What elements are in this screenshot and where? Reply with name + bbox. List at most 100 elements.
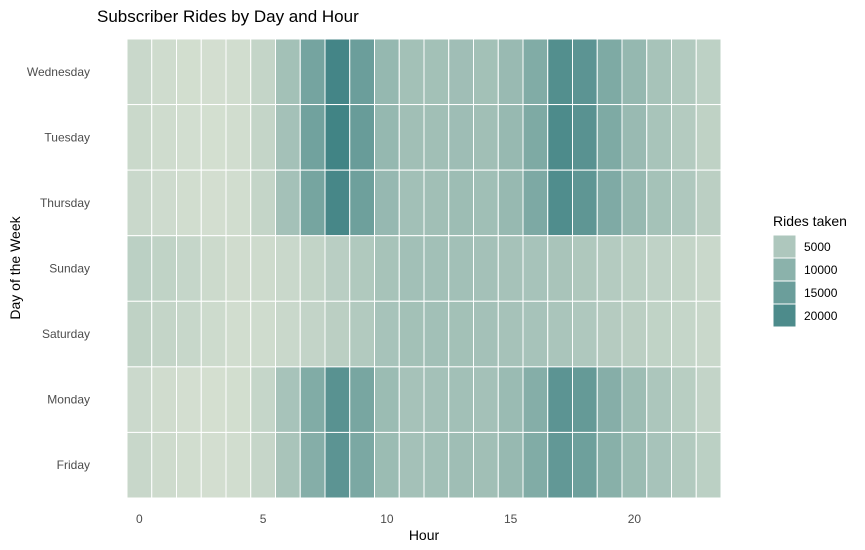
heatmap-cell	[398, 431, 425, 499]
heatmap-cell	[374, 235, 400, 302]
heatmap-cell	[299, 38, 326, 106]
x-tick-label: 0	[136, 512, 143, 526]
heatmap-cell	[497, 300, 524, 368]
y-tick-label: Saturday	[42, 327, 90, 341]
heatmap-cell	[225, 169, 252, 237]
y-axis-title: Day of the Week	[7, 215, 23, 319]
heatmap-cell	[200, 235, 227, 302]
heatmap-cell	[324, 235, 351, 302]
heatmap-cell	[225, 366, 252, 433]
heatmap-cell	[176, 366, 202, 433]
heatmap-cell	[522, 300, 549, 368]
legend-swatch	[772, 303, 797, 328]
heatmap-cell	[671, 38, 697, 106]
heatmap-cell	[646, 300, 672, 368]
heatmap-cell	[423, 169, 450, 237]
heatmap-cell	[596, 366, 623, 433]
heatmap-cell	[596, 235, 623, 302]
heatmap-cell	[349, 366, 375, 433]
heatmap-cell	[324, 300, 351, 368]
heatmap-cell	[448, 431, 474, 499]
y-tick-label: Friday	[57, 458, 90, 472]
heatmap-cell	[398, 104, 425, 171]
y-tick-label: Monday	[47, 393, 90, 407]
heatmap-cell	[151, 169, 177, 237]
heatmap-cell	[423, 431, 450, 499]
heatmap-cell	[621, 169, 648, 237]
heatmap-cell	[324, 169, 351, 237]
heatmap-cell	[324, 104, 351, 171]
heatmap-cell	[497, 366, 524, 433]
heatmap-cell	[176, 38, 202, 106]
heatmap-cell	[374, 300, 400, 368]
heatmap-cell	[349, 235, 375, 302]
heatmap-cell	[200, 104, 227, 171]
heatmap-cell	[374, 104, 400, 171]
heatmap-cell	[398, 235, 425, 302]
heatmap-cell	[324, 431, 351, 499]
heatmap-cell	[671, 431, 697, 499]
heatmap-cell	[275, 431, 301, 499]
heatmap-cell	[225, 431, 252, 499]
x-tick-label: 20	[628, 512, 642, 526]
heatmap-cell	[374, 38, 400, 106]
heatmap-cell	[349, 300, 375, 368]
heatmap-cell	[423, 104, 450, 171]
heatmap-cell	[275, 366, 301, 433]
heatmap-cell	[621, 235, 648, 302]
heatmap-cell	[522, 235, 549, 302]
legend-title: Rides taken	[773, 213, 847, 229]
heatmap-cell	[547, 38, 573, 106]
heatmap-cell	[324, 38, 351, 106]
heatmap-cell	[349, 169, 375, 237]
heatmap-cell	[473, 431, 499, 499]
heatmap-cell	[671, 300, 697, 368]
heatmap-cell	[671, 169, 697, 237]
heatmap-cell	[646, 431, 672, 499]
heatmap-cell	[151, 300, 177, 368]
heatmap-cell	[621, 366, 648, 433]
y-tick-label: Tuesday	[44, 130, 90, 144]
heatmap-cell	[275, 235, 301, 302]
y-tick-label: Wednesday	[27, 65, 90, 79]
heatmap-cell	[547, 366, 573, 433]
heatmap-cell	[547, 431, 573, 499]
heatmap-cell	[200, 431, 227, 499]
heatmap-cell	[200, 169, 227, 237]
heatmap-cell	[497, 104, 524, 171]
heatmap-cell	[596, 169, 623, 237]
heatmap-cell	[151, 38, 177, 106]
heatmap-cell	[275, 300, 301, 368]
heatmap-cell	[671, 366, 697, 433]
heatmap-cell	[423, 235, 450, 302]
legend: Rides taken 5000 10000 15000 20000	[772, 213, 847, 328]
heatmap-cell	[473, 169, 499, 237]
heatmap-cell	[621, 300, 648, 368]
heatmap-cell	[250, 300, 276, 368]
heatmap-cell	[225, 235, 252, 302]
heatmap-cell	[299, 235, 326, 302]
heatmap-cell	[250, 431, 276, 499]
heatmap-cell	[349, 104, 375, 171]
heatmap-cell	[176, 104, 202, 171]
heatmap-cell	[547, 300, 573, 368]
heatmap-cell	[299, 169, 326, 237]
heatmap-cell	[572, 300, 598, 368]
x-axis-title: Hour	[409, 527, 440, 543]
heatmap-cell	[250, 38, 276, 106]
heatmap-cell	[695, 38, 722, 106]
heatmap-cell	[596, 38, 623, 106]
legend-swatch	[772, 234, 797, 259]
heatmap-cell	[176, 169, 202, 237]
heatmap-cell	[250, 235, 276, 302]
heatmap-cell	[349, 38, 375, 106]
heatmap-cell	[151, 235, 177, 302]
heatmap-cell	[225, 104, 252, 171]
heatmap-cell	[126, 235, 153, 302]
heatmap-cell	[473, 104, 499, 171]
heatmap-cell	[646, 38, 672, 106]
legend-swatch	[772, 257, 797, 282]
heatmap-cell	[176, 300, 202, 368]
heatmap-cell	[671, 104, 697, 171]
heatmap-cell	[275, 169, 301, 237]
